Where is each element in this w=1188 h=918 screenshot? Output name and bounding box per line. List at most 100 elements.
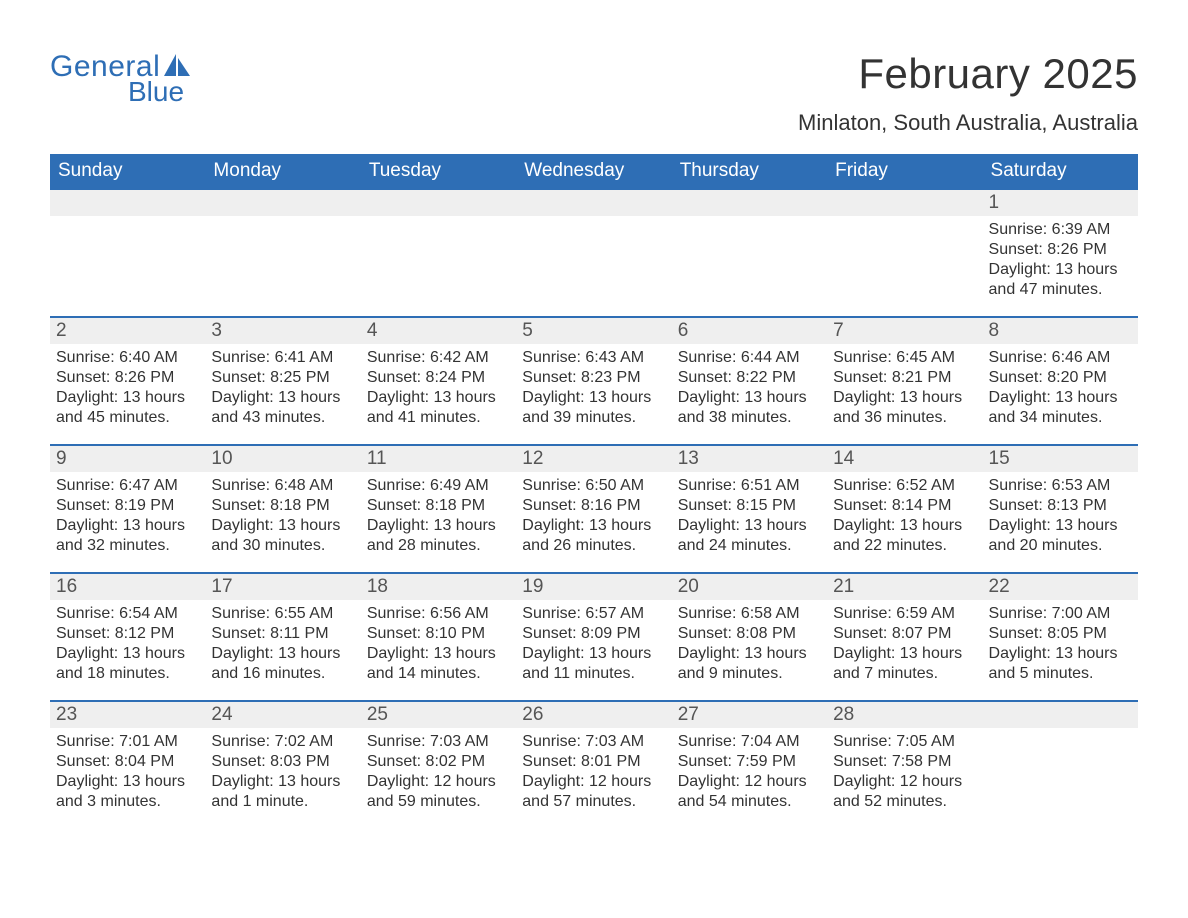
calendar-day-cell: 26Sunrise: 7:03 AMSunset: 8:01 PMDayligh… [516, 701, 671, 829]
day-details: Sunrise: 7:00 AMSunset: 8:05 PMDaylight:… [983, 600, 1138, 690]
sunset-line: Sunset: 8:03 PM [211, 752, 354, 772]
sunset-line: Sunset: 8:04 PM [56, 752, 199, 772]
sunrise-line: Sunrise: 6:55 AM [211, 604, 354, 624]
calendar-day-cell: 16Sunrise: 6:54 AMSunset: 8:12 PMDayligh… [50, 573, 205, 701]
daylight-line: Daylight: 13 hours and 9 minutes. [678, 644, 821, 684]
sunrise-line: Sunrise: 7:01 AM [56, 732, 199, 752]
day-details: Sunrise: 6:53 AMSunset: 8:13 PMDaylight:… [983, 472, 1138, 562]
calendar-day-cell: 24Sunrise: 7:02 AMSunset: 8:03 PMDayligh… [205, 701, 360, 829]
sunset-line: Sunset: 8:01 PM [522, 752, 665, 772]
sunset-line: Sunset: 8:09 PM [522, 624, 665, 644]
weekday-header: Tuesday [361, 154, 516, 189]
calendar-day-cell: 13Sunrise: 6:51 AMSunset: 8:15 PMDayligh… [672, 445, 827, 573]
page-header: General Blue February 2025 Minlaton, Sou… [50, 50, 1138, 136]
sunrise-line: Sunrise: 6:44 AM [678, 348, 821, 368]
day-number: 22 [983, 574, 1138, 600]
daylight-line: Daylight: 13 hours and 28 minutes. [367, 516, 510, 556]
daylight-line: Daylight: 12 hours and 59 minutes. [367, 772, 510, 812]
calendar-day-cell: 12Sunrise: 6:50 AMSunset: 8:16 PMDayligh… [516, 445, 671, 573]
sunset-line: Sunset: 8:24 PM [367, 368, 510, 388]
day-number [827, 190, 982, 216]
calendar-week-row: 9Sunrise: 6:47 AMSunset: 8:19 PMDaylight… [50, 445, 1138, 573]
sunrise-line: Sunrise: 7:00 AM [989, 604, 1132, 624]
calendar-day-cell: 7Sunrise: 6:45 AMSunset: 8:21 PMDaylight… [827, 317, 982, 445]
calendar-day-cell [50, 189, 205, 317]
day-number [516, 190, 671, 216]
calendar-day-cell [205, 189, 360, 317]
sunrise-line: Sunrise: 6:59 AM [833, 604, 976, 624]
sunrise-line: Sunrise: 6:52 AM [833, 476, 976, 496]
day-details [205, 216, 360, 306]
day-details: Sunrise: 6:48 AMSunset: 8:18 PMDaylight:… [205, 472, 360, 562]
daylight-line: Daylight: 13 hours and 41 minutes. [367, 388, 510, 428]
day-details: Sunrise: 6:46 AMSunset: 8:20 PMDaylight:… [983, 344, 1138, 434]
day-number: 12 [516, 446, 671, 472]
day-details: Sunrise: 6:42 AMSunset: 8:24 PMDaylight:… [361, 344, 516, 434]
day-details: Sunrise: 6:50 AMSunset: 8:16 PMDaylight:… [516, 472, 671, 562]
day-number: 21 [827, 574, 982, 600]
day-number: 10 [205, 446, 360, 472]
day-number: 17 [205, 574, 360, 600]
sunrise-line: Sunrise: 6:39 AM [989, 220, 1132, 240]
day-details: Sunrise: 7:05 AMSunset: 7:58 PMDaylight:… [827, 728, 982, 818]
day-number: 26 [516, 702, 671, 728]
sunset-line: Sunset: 8:15 PM [678, 496, 821, 516]
calendar-week-row: 23Sunrise: 7:01 AMSunset: 8:04 PMDayligh… [50, 701, 1138, 829]
day-number: 9 [50, 446, 205, 472]
day-details: Sunrise: 6:58 AMSunset: 8:08 PMDaylight:… [672, 600, 827, 690]
day-number [205, 190, 360, 216]
sunset-line: Sunset: 8:22 PM [678, 368, 821, 388]
daylight-line: Daylight: 12 hours and 57 minutes. [522, 772, 665, 812]
sunset-line: Sunset: 8:16 PM [522, 496, 665, 516]
day-details: Sunrise: 6:56 AMSunset: 8:10 PMDaylight:… [361, 600, 516, 690]
day-number: 24 [205, 702, 360, 728]
logo-text-blue: Blue [128, 76, 184, 108]
sunset-line: Sunset: 8:21 PM [833, 368, 976, 388]
sunset-line: Sunset: 8:05 PM [989, 624, 1132, 644]
sunset-line: Sunset: 8:02 PM [367, 752, 510, 772]
calendar-week-row: 2Sunrise: 6:40 AMSunset: 8:26 PMDaylight… [50, 317, 1138, 445]
day-details: Sunrise: 6:49 AMSunset: 8:18 PMDaylight:… [361, 472, 516, 562]
day-number: 6 [672, 318, 827, 344]
sunrise-line: Sunrise: 6:45 AM [833, 348, 976, 368]
daylight-line: Daylight: 13 hours and 43 minutes. [211, 388, 354, 428]
calendar-day-cell [516, 189, 671, 317]
calendar-day-cell [672, 189, 827, 317]
daylight-line: Daylight: 12 hours and 52 minutes. [833, 772, 976, 812]
day-number: 7 [827, 318, 982, 344]
sunset-line: Sunset: 7:58 PM [833, 752, 976, 772]
day-number: 13 [672, 446, 827, 472]
sunset-line: Sunset: 8:12 PM [56, 624, 199, 644]
sunset-line: Sunset: 8:11 PM [211, 624, 354, 644]
day-number: 19 [516, 574, 671, 600]
sunset-line: Sunset: 7:59 PM [678, 752, 821, 772]
calendar-day-cell [983, 701, 1138, 829]
calendar-day-cell: 4Sunrise: 6:42 AMSunset: 8:24 PMDaylight… [361, 317, 516, 445]
calendar-table: SundayMondayTuesdayWednesdayThursdayFrid… [50, 154, 1138, 829]
calendar-day-cell: 1Sunrise: 6:39 AMSunset: 8:26 PMDaylight… [983, 189, 1138, 317]
sunrise-line: Sunrise: 6:49 AM [367, 476, 510, 496]
calendar-day-cell: 23Sunrise: 7:01 AMSunset: 8:04 PMDayligh… [50, 701, 205, 829]
daylight-line: Daylight: 13 hours and 47 minutes. [989, 260, 1132, 300]
daylight-line: Daylight: 13 hours and 39 minutes. [522, 388, 665, 428]
sunrise-line: Sunrise: 6:56 AM [367, 604, 510, 624]
weekday-header: Thursday [672, 154, 827, 189]
weekday-header: Wednesday [516, 154, 671, 189]
sunrise-line: Sunrise: 6:43 AM [522, 348, 665, 368]
day-details: Sunrise: 6:51 AMSunset: 8:15 PMDaylight:… [672, 472, 827, 562]
calendar-day-cell: 8Sunrise: 6:46 AMSunset: 8:20 PMDaylight… [983, 317, 1138, 445]
day-details: Sunrise: 6:55 AMSunset: 8:11 PMDaylight:… [205, 600, 360, 690]
daylight-line: Daylight: 13 hours and 18 minutes. [56, 644, 199, 684]
daylight-line: Daylight: 13 hours and 16 minutes. [211, 644, 354, 684]
daylight-line: Daylight: 13 hours and 24 minutes. [678, 516, 821, 556]
day-number: 15 [983, 446, 1138, 472]
weekday-header: Friday [827, 154, 982, 189]
calendar-day-cell: 21Sunrise: 6:59 AMSunset: 8:07 PMDayligh… [827, 573, 982, 701]
calendar-week-row: 16Sunrise: 6:54 AMSunset: 8:12 PMDayligh… [50, 573, 1138, 701]
daylight-line: Daylight: 13 hours and 20 minutes. [989, 516, 1132, 556]
day-details: Sunrise: 7:01 AMSunset: 8:04 PMDaylight:… [50, 728, 205, 818]
calendar-day-cell: 28Sunrise: 7:05 AMSunset: 7:58 PMDayligh… [827, 701, 982, 829]
daylight-line: Daylight: 13 hours and 30 minutes. [211, 516, 354, 556]
day-details [827, 216, 982, 306]
daylight-line: Daylight: 13 hours and 11 minutes. [522, 644, 665, 684]
